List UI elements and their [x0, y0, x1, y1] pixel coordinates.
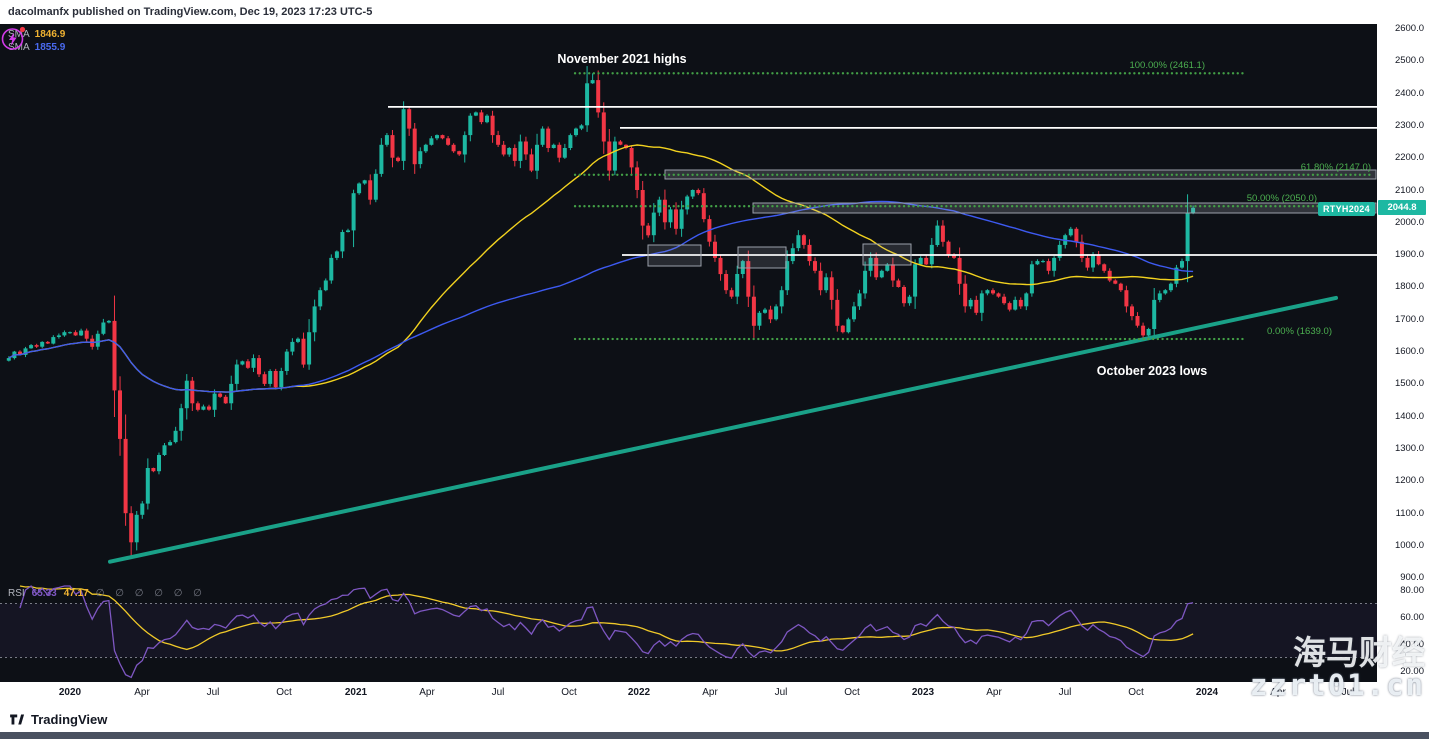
- notification-dot: [19, 26, 26, 33]
- tradingview-logo-icon: [10, 714, 25, 724]
- fib-level-label: 100.00% (2461.1): [1129, 60, 1205, 72]
- time-tick-label: 2024: [1195, 687, 1219, 698]
- time-tick-label: Jul: [491, 687, 505, 698]
- tradingview-brand-text[interactable]: TradingView: [31, 711, 108, 727]
- price-axis[interactable]: 2044.8 2600.0 2500.0 2400.0 2300.0 2200.0 210…: [1377, 22, 1429, 584]
- time-tick-label: Jul: [1058, 687, 1072, 698]
- price-tick-label: 2000.0: [1394, 216, 1424, 228]
- time-tick-label: 2021: [344, 687, 368, 698]
- time-tick-label: 2023: [911, 687, 935, 698]
- price-tick-label: 1900.0: [1394, 249, 1424, 261]
- publish-text: dacolmanfx published on TradingView.com,…: [8, 6, 373, 18]
- rsi-legend: RSI 65.33 47.17 ∅ ∅ ∅ ∅ ∅ ∅: [8, 588, 206, 599]
- price-tick-label: 2100.0: [1394, 184, 1424, 196]
- price-tick-label: 1600.0: [1394, 346, 1424, 358]
- time-tick-label: Apr: [986, 687, 1002, 698]
- price-tick-label: 1500.0: [1394, 378, 1424, 390]
- price-tick-label: 1000.0: [1394, 540, 1424, 552]
- time-tick-label: Oct: [276, 687, 292, 698]
- time-tick-label: Apr: [134, 687, 150, 698]
- rsi-tick-label: 80.00: [1400, 584, 1424, 596]
- price-tick-label: 1700.0: [1394, 313, 1424, 325]
- time-axis[interactable]: 2020 Apr Jul Oct 2021 Apr Jul Oct 2022 Apr Jul Oct 2…: [0, 682, 1429, 706]
- annotation-november-2021-highs: November 2021 highs: [557, 52, 687, 66]
- price-tick-label: 1100.0: [1395, 507, 1424, 519]
- main-chart-canvas[interactable]: [0, 24, 1377, 584]
- time-tick-label: Jul: [1341, 687, 1355, 698]
- boost-icon[interactable]: [0, 24, 28, 52]
- rsi-tick-label: 20.00: [1400, 665, 1424, 677]
- fib-level-label: 61.80% (2147.0): [1300, 161, 1371, 173]
- current-price-label: 2044.8: [1378, 199, 1426, 215]
- rsi-tick-label: 40.00: [1400, 638, 1424, 650]
- boost-circle: [1, 28, 24, 50]
- time-tick-label: Apr: [419, 687, 435, 698]
- price-tick-label: 2600.0: [1394, 22, 1424, 34]
- time-tick-label: Apr: [1270, 687, 1286, 698]
- time-tick-label: 2022: [627, 687, 651, 698]
- price-tick-label: 900.0: [1400, 572, 1424, 584]
- lightning-bolt-icon: [9, 32, 17, 46]
- time-tick-label: Jul: [774, 687, 788, 698]
- price-tick-label: 1800.0: [1394, 281, 1424, 293]
- publish-bar: dacolmanfx published on TradingView.com,…: [0, 0, 1429, 24]
- bottom-strip: [0, 732, 1429, 739]
- sma1-label: SMA: [8, 29, 30, 40]
- time-tick-label: Oct: [561, 687, 577, 698]
- symbol-badge: RTYH2024: [1318, 202, 1375, 216]
- price-tick-label: 2300.0: [1394, 119, 1424, 131]
- main-chart[interactable]: SMA 1846.9 SMA 1855.9 November 2021 high…: [0, 24, 1377, 585]
- footer-bar: TradingView: [0, 706, 1429, 732]
- time-tick-label: Oct: [1128, 687, 1144, 698]
- price-tick-label: 2200.0: [1394, 152, 1424, 164]
- sma1-legend-row: SMA 1846.9: [8, 28, 65, 41]
- sma2-value: 1855.9: [34, 42, 66, 53]
- time-tick-label: 2020: [58, 687, 82, 698]
- price-tick-label: 2400.0: [1394, 87, 1424, 99]
- rsi-tick-label: 60.00: [1400, 611, 1424, 623]
- fib-level-label: 50.00% (2050.0): [1246, 193, 1317, 205]
- sma1-value: 1846.9: [34, 29, 66, 40]
- fib-level-label: 0.00% (1639.0): [1267, 325, 1332, 337]
- time-tick-label: Oct: [844, 687, 860, 698]
- price-tick-label: 1400.0: [1394, 410, 1424, 422]
- rsi-hidden-args: ∅ ∅ ∅ ∅ ∅ ∅: [95, 588, 206, 599]
- rsi-axis[interactable]: 80.00 60.00 40.00 20.00: [1377, 584, 1429, 682]
- time-tick-label: Jul: [206, 687, 220, 698]
- annotation-october-2023-lows: October 2023 lows: [1096, 364, 1208, 378]
- price-tick-label: 1200.0: [1394, 475, 1424, 487]
- time-tick-label: Apr: [702, 687, 718, 698]
- rsi-label: RSI: [8, 588, 25, 599]
- rsi-canvas[interactable]: [0, 584, 1377, 682]
- rsi-ma-value: 47.17: [63, 588, 89, 599]
- price-tick-label: 1300.0: [1394, 443, 1424, 455]
- price-tick-label: 2500.0: [1394, 55, 1424, 67]
- rsi-value: 65.33: [31, 588, 57, 599]
- rsi-panel[interactable]: RSI 65.33 47.17 ∅ ∅ ∅ ∅ ∅ ∅: [0, 584, 1377, 682]
